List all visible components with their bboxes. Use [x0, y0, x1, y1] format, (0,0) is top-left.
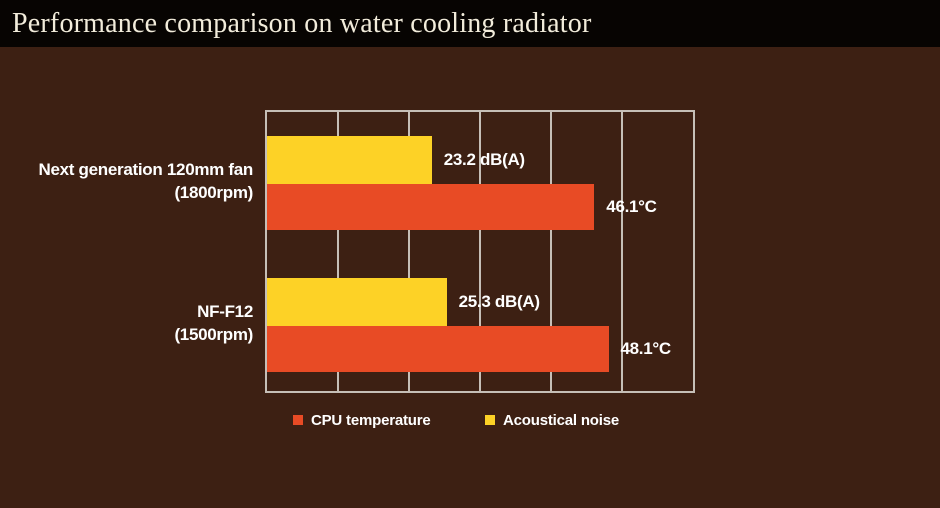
legend-item-acoustical-noise: Acoustical noise	[485, 409, 619, 431]
bar-noise-nf-f12	[267, 278, 447, 326]
gridline	[407, 112, 410, 391]
gridline	[479, 112, 481, 391]
gridline	[621, 112, 623, 391]
legend-swatch-acoustical-noise	[485, 415, 495, 425]
gridline	[549, 112, 552, 391]
category-label-line: NF-F12	[197, 302, 253, 321]
value-label-temperature-nf-f12: 48.1°C	[620, 339, 672, 358]
gridline	[336, 112, 339, 391]
category-label-next-generation-fan: Next generation 120mm fan (1800rpm)	[30, 134, 253, 228]
plot-area: 23.2 dB(A) 46.1°C 25.3 dB(A) 48.1°C	[265, 110, 695, 393]
value-label-noise-next-generation-fan: 23.2 dB(A)	[443, 150, 525, 169]
bar-temperature-nf-f12	[267, 326, 609, 372]
category-label-nf-f12: NF-F12 (1500rpm)	[30, 277, 253, 369]
legend-swatch-cpu-temperature	[293, 415, 303, 425]
legend-item-cpu-temperature: CPU temperature	[293, 409, 431, 431]
value-label-temperature-next-generation-fan: 46.1°C	[606, 197, 657, 216]
title-bar: Performance comparison on water cooling …	[0, 0, 940, 47]
value-label-noise-nf-f12: 25.3 dB(A)	[458, 292, 540, 311]
category-label-line: (1500rpm)	[174, 325, 253, 344]
bar-temperature-next-generation-fan	[267, 184, 595, 230]
category-label-line: (1800rpm)	[174, 183, 253, 202]
legend-label: CPU temperature	[311, 411, 431, 429]
page-title: Performance comparison on water cooling …	[12, 7, 592, 39]
category-label-line: Next generation 120mm fan	[38, 160, 253, 179]
bar-noise-next-generation-fan	[267, 136, 432, 184]
legend-label: Acoustical noise	[503, 411, 620, 429]
